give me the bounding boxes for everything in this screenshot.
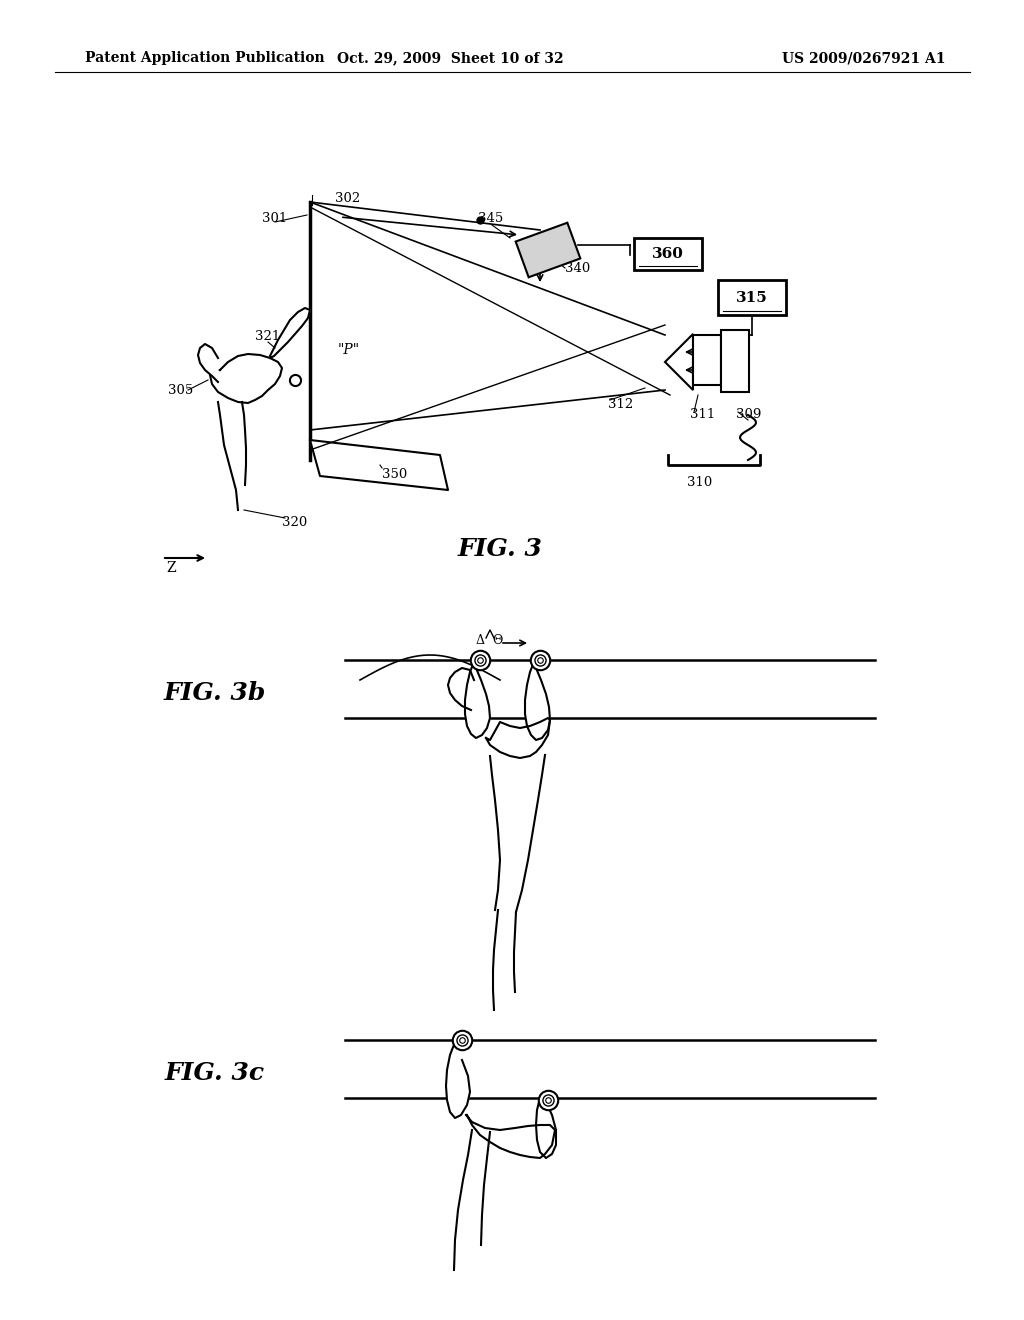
- Text: 301: 301: [262, 211, 288, 224]
- Polygon shape: [310, 440, 449, 490]
- Text: FIG. 3b: FIG. 3b: [164, 681, 266, 705]
- Polygon shape: [198, 345, 218, 381]
- Text: 321: 321: [255, 330, 281, 343]
- Text: FIG. 3: FIG. 3: [458, 537, 543, 561]
- Text: 320: 320: [282, 516, 307, 528]
- Polygon shape: [446, 1041, 470, 1118]
- Text: 360: 360: [652, 247, 684, 261]
- Polygon shape: [270, 308, 310, 358]
- Polygon shape: [449, 668, 474, 710]
- Polygon shape: [466, 1115, 555, 1158]
- Polygon shape: [516, 223, 581, 277]
- Polygon shape: [536, 1098, 556, 1158]
- Text: Z: Z: [166, 561, 176, 576]
- Text: 309: 309: [736, 408, 762, 421]
- Text: 350: 350: [382, 469, 408, 482]
- Text: US 2009/0267921 A1: US 2009/0267921 A1: [781, 51, 945, 65]
- Text: 340: 340: [565, 261, 590, 275]
- Text: 345: 345: [478, 211, 503, 224]
- Text: Δ  Θ: Δ Θ: [476, 634, 504, 647]
- Text: "P": "P": [338, 343, 360, 356]
- Text: 311: 311: [690, 408, 715, 421]
- Text: 312: 312: [608, 399, 633, 412]
- Bar: [634, 238, 702, 271]
- Bar: [718, 280, 786, 315]
- Text: 302: 302: [335, 191, 360, 205]
- Bar: [721, 330, 749, 392]
- Bar: [693, 335, 721, 385]
- Polygon shape: [465, 663, 490, 738]
- Polygon shape: [525, 663, 550, 741]
- Polygon shape: [665, 334, 693, 389]
- Text: 310: 310: [687, 475, 713, 488]
- Text: 305: 305: [168, 384, 194, 396]
- Text: FIG. 3c: FIG. 3c: [165, 1061, 265, 1085]
- Text: Patent Application Publication: Patent Application Publication: [85, 51, 325, 65]
- Text: 315: 315: [736, 290, 768, 305]
- Polygon shape: [486, 718, 550, 758]
- Text: Oct. 29, 2009  Sheet 10 of 32: Oct. 29, 2009 Sheet 10 of 32: [337, 51, 563, 65]
